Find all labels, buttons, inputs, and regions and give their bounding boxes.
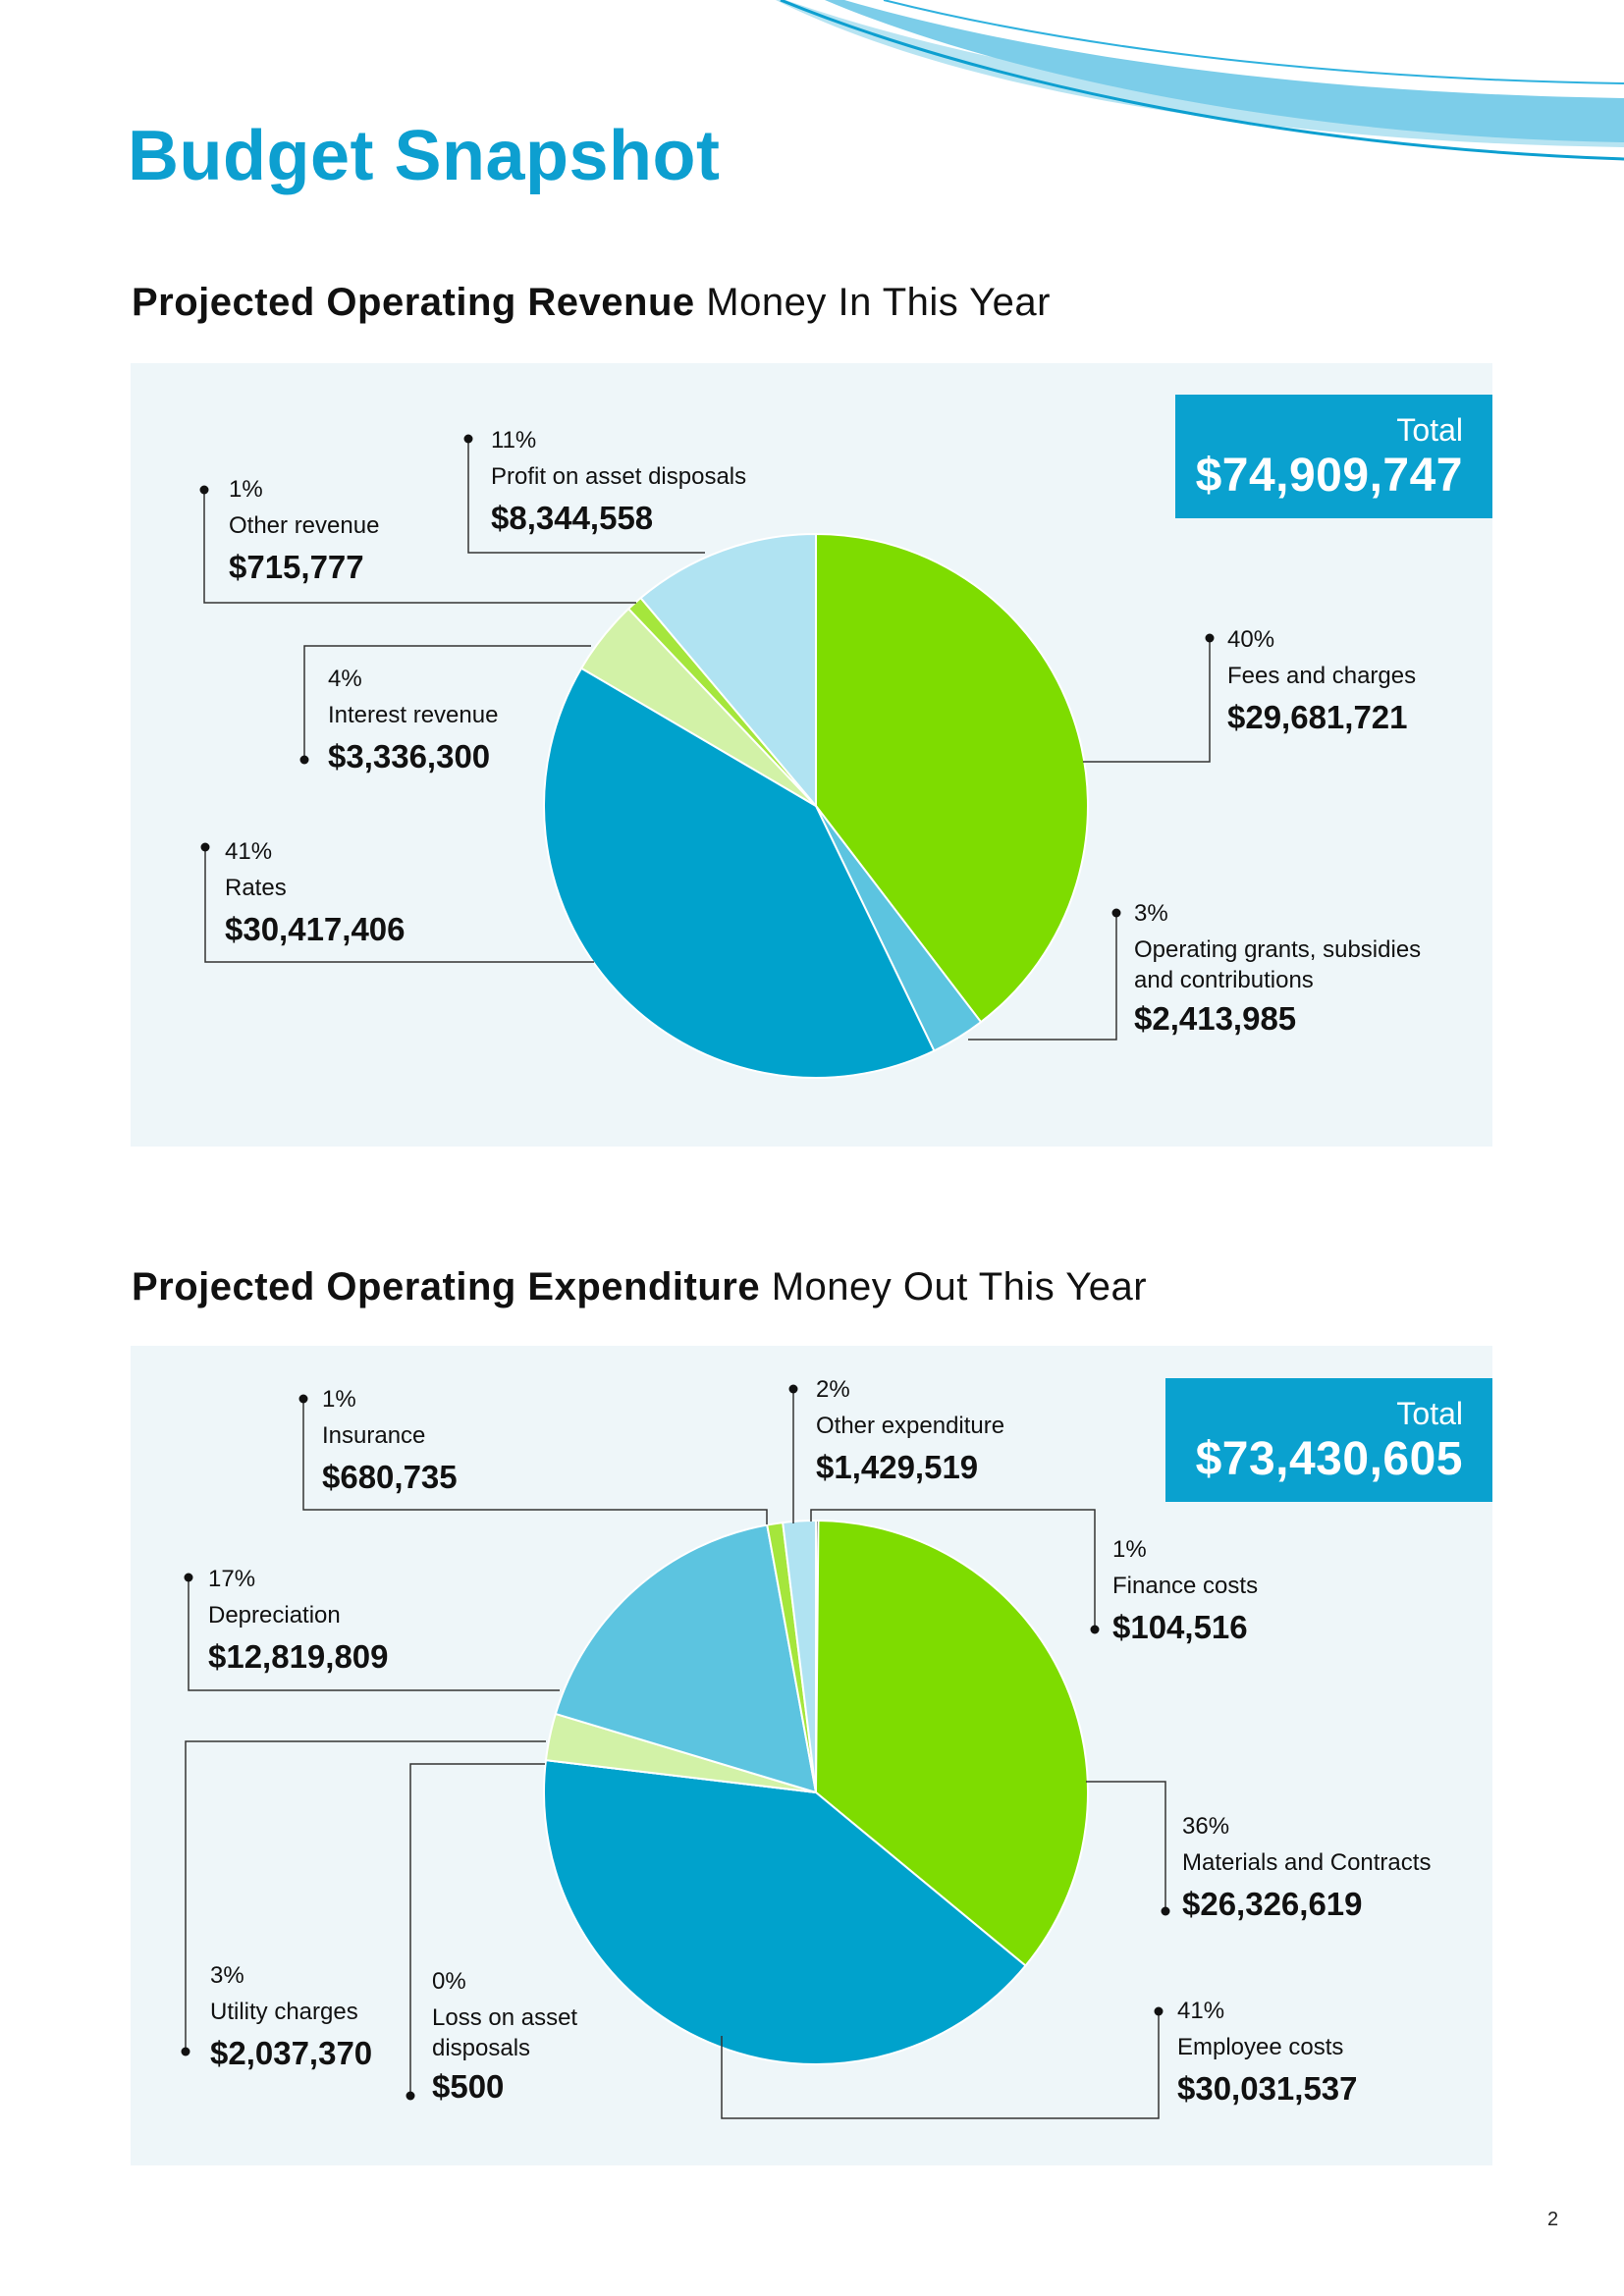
expenditure-pie-chart xyxy=(543,1519,1089,2065)
pct-utility-charges: 3% xyxy=(210,1962,244,1989)
value-loss-on-asset-disposals: $500 xyxy=(432,2068,505,2105)
name-operating-grants: Operating grants, subsidies and contribu… xyxy=(1134,936,1422,993)
name-loss-on-asset-disposals: Loss on asset disposals xyxy=(432,2004,578,2061)
name-utility-charges: Utility charges xyxy=(210,1999,358,2025)
revenue-slice-profit-on-asset-disposals xyxy=(639,532,817,809)
pct-fees-and-charges: 40% xyxy=(1227,626,1275,653)
label-loss-on-asset-disposals: 0% Loss on asset disposals $500 xyxy=(432,1963,599,2107)
pct-other-expenditure: 2% xyxy=(816,1376,850,1403)
pct-rates: 41% xyxy=(225,838,273,865)
value-other-revenue: $715,777 xyxy=(229,549,364,585)
value-operating-grants: $2,413,985 xyxy=(1134,1000,1297,1037)
label-interest-revenue: 4% Interest revenue $3,336,300 xyxy=(328,661,498,776)
value-interest-revenue: $3,336,300 xyxy=(328,738,491,774)
label-rates: 41% Rates $30,417,406 xyxy=(225,833,406,949)
name-interest-revenue: Interest revenue xyxy=(328,702,499,728)
expenditure-section-title: Projected Operating Expenditure Money Ou… xyxy=(132,1265,1147,1309)
revenue-total-box: Total $74,909,747 xyxy=(1175,395,1492,518)
page-title: Budget Snapshot xyxy=(128,117,721,195)
label-fees-and-charges: 40% Fees and charges $29,681,721 xyxy=(1227,621,1416,737)
value-fees-and-charges: $29,681,721 xyxy=(1227,699,1408,735)
expenditure-total-label: Total xyxy=(1396,1396,1463,1431)
pct-employee-costs: 41% xyxy=(1177,1998,1225,2024)
value-profit-on-asset-disposals: $8,344,558 xyxy=(491,500,654,536)
label-insurance: 1% Insurance $680,735 xyxy=(322,1381,458,1497)
revenue-title-bold: Projected Operating Revenue xyxy=(132,281,695,324)
name-depreciation: Depreciation xyxy=(208,1602,341,1629)
expenditure-slice-depreciation xyxy=(554,1523,818,1794)
expenditure-total-value: $73,430,605 xyxy=(1195,1433,1463,1485)
value-insurance: $680,735 xyxy=(322,1459,458,1495)
name-employee-costs: Employee costs xyxy=(1177,2034,1344,2060)
name-rates: Rates xyxy=(225,875,287,901)
pct-interest-revenue: 4% xyxy=(328,666,362,692)
pct-insurance: 1% xyxy=(322,1386,356,1413)
revenue-total-value: $74,909,747 xyxy=(1195,450,1463,502)
expenditure-title-rest: Money Out This Year xyxy=(771,1265,1148,1308)
expenditure-total-box: Total $73,430,605 xyxy=(1165,1378,1492,1502)
value-utility-charges: $2,037,370 xyxy=(210,2035,373,2071)
label-employee-costs: 41% Employee costs $30,031,537 xyxy=(1177,1993,1358,2109)
value-employee-costs: $30,031,537 xyxy=(1177,2070,1358,2107)
value-other-expenditure: $1,429,519 xyxy=(816,1449,979,1485)
value-materials-and-contracts: $26,326,619 xyxy=(1182,1886,1363,1922)
label-utility-charges: 3% Utility charges $2,037,370 xyxy=(210,1957,372,2073)
name-insurance: Insurance xyxy=(322,1422,426,1449)
pct-profit-on-asset-disposals: 11% xyxy=(491,427,537,454)
name-fees-and-charges: Fees and charges xyxy=(1227,663,1417,689)
pct-operating-grants: 3% xyxy=(1134,900,1168,927)
label-depreciation: 17% Depreciation $12,819,809 xyxy=(208,1561,389,1677)
revenue-pie-chart xyxy=(543,532,1089,1079)
name-other-expenditure: Other expenditure xyxy=(816,1413,1005,1439)
expenditure-title-bold: Projected Operating Expenditure xyxy=(132,1265,761,1308)
label-finance-costs: 1% Finance costs $104,516 xyxy=(1112,1531,1258,1647)
header-swoosh-decoration xyxy=(776,0,1624,161)
name-materials-and-contracts: Materials and Contracts xyxy=(1182,1849,1432,1876)
page-number: 2 xyxy=(1547,2209,1559,2230)
pct-materials-and-contracts: 36% xyxy=(1182,1813,1230,1840)
label-other-expenditure: 2% Other expenditure $1,429,519 xyxy=(816,1371,1004,1487)
label-profit-on-asset-disposals: 11% Profit on asset disposals $8,344,558 xyxy=(491,422,746,538)
revenue-total-label: Total xyxy=(1396,412,1463,448)
label-other-revenue: 1% Other revenue $715,777 xyxy=(229,471,379,587)
name-other-revenue: Other revenue xyxy=(229,512,380,539)
value-depreciation: $12,819,809 xyxy=(208,1638,389,1675)
pct-finance-costs: 1% xyxy=(1112,1536,1147,1563)
label-operating-grants: 3% Operating grants, subsidies and contr… xyxy=(1134,895,1458,1039)
value-finance-costs: $104,516 xyxy=(1112,1609,1248,1645)
name-profit-on-asset-disposals: Profit on asset disposals xyxy=(491,463,747,490)
name-finance-costs: Finance costs xyxy=(1112,1573,1259,1599)
revenue-section-title: Projected Operating Revenue Money In Thi… xyxy=(132,281,1051,325)
label-materials-and-contracts: 36% Materials and Contracts $26,326,619 xyxy=(1182,1808,1431,1924)
pct-other-revenue: 1% xyxy=(229,476,263,503)
revenue-title-rest: Money In This Year xyxy=(706,281,1051,324)
value-rates: $30,417,406 xyxy=(225,911,406,947)
pct-depreciation: 17% xyxy=(208,1566,256,1592)
pct-loss-on-asset-disposals: 0% xyxy=(432,1968,466,1995)
